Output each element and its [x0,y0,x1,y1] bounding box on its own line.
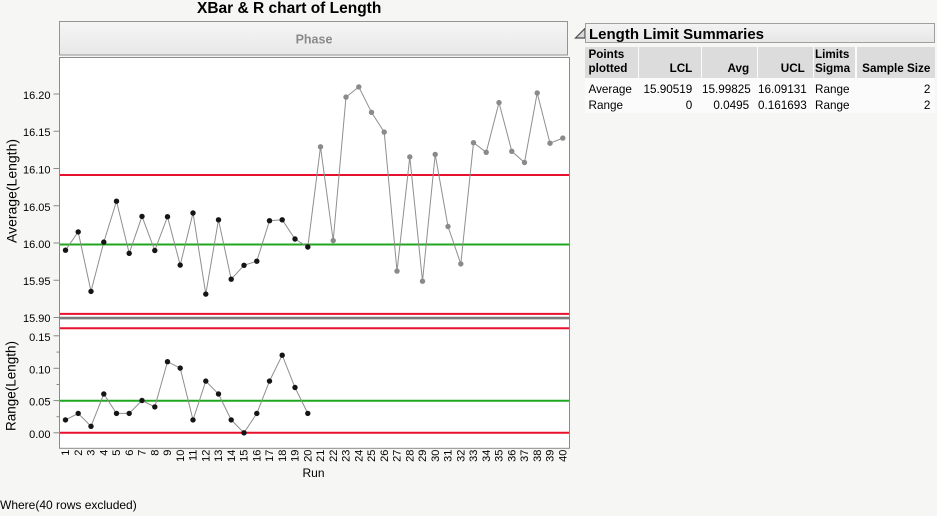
svg-text:Range(Length): Range(Length) [4,341,19,431]
svg-text:5: 5 [111,450,123,456]
svg-text:12: 12 [201,450,213,462]
svg-text:16: 16 [252,450,264,462]
svg-text:10: 10 [175,450,187,462]
svg-text:29: 29 [417,450,429,462]
svg-text:0.00: 0.00 [29,429,50,441]
svg-text:Phase: Phase [296,33,333,47]
svg-text:24: 24 [354,450,366,462]
svg-text:21: 21 [315,450,327,462]
svg-text:39: 39 [545,450,557,462]
svg-text:Average(Length): Average(Length) [4,139,20,243]
svg-text:30: 30 [430,450,442,462]
svg-text:2: 2 [73,450,85,456]
svg-text:7: 7 [137,450,149,456]
svg-text:23: 23 [341,450,353,462]
svg-text:0.15: 0.15 [29,332,50,344]
svg-text:13: 13 [213,450,225,462]
svg-text:20: 20 [303,450,315,462]
svg-text:34: 34 [481,450,493,462]
svg-text:16.10: 16.10 [23,165,51,177]
svg-text:28: 28 [405,450,417,462]
svg-text:16.20: 16.20 [23,90,51,102]
svg-text:15: 15 [239,450,251,462]
svg-text:9: 9 [162,450,174,456]
svg-text:16.15: 16.15 [23,127,51,139]
svg-text:Run: Run [302,466,324,480]
svg-text:26: 26 [379,450,391,462]
svg-text:18: 18 [277,450,289,462]
svg-text:25: 25 [366,450,378,462]
svg-text:0.05: 0.05 [29,397,50,409]
svg-text:37: 37 [519,450,531,462]
svg-text:33: 33 [468,450,480,462]
svg-text:22: 22 [328,450,340,462]
svg-text:35: 35 [494,450,506,462]
svg-text:32: 32 [456,450,468,462]
svg-text:11: 11 [188,450,200,461]
svg-text:36: 36 [507,450,519,462]
svg-text:14: 14 [226,450,238,462]
svg-text:6: 6 [124,450,136,456]
svg-text:4: 4 [99,450,111,456]
svg-text:40: 40 [558,450,570,462]
svg-text:31: 31 [443,450,455,462]
svg-text:15.95: 15.95 [23,276,51,288]
svg-text:15.90: 15.90 [23,313,51,325]
svg-text:1: 1 [60,450,72,456]
svg-text:19: 19 [290,450,302,462]
svg-text:8: 8 [150,450,162,456]
svg-text:27: 27 [392,450,404,462]
svg-text:3: 3 [86,450,98,456]
svg-text:38: 38 [532,450,544,462]
svg-text:16.05: 16.05 [23,202,51,214]
svg-text:0.10: 0.10 [29,364,50,376]
svg-text:17: 17 [264,450,276,462]
svg-text:16.00: 16.00 [23,239,51,251]
